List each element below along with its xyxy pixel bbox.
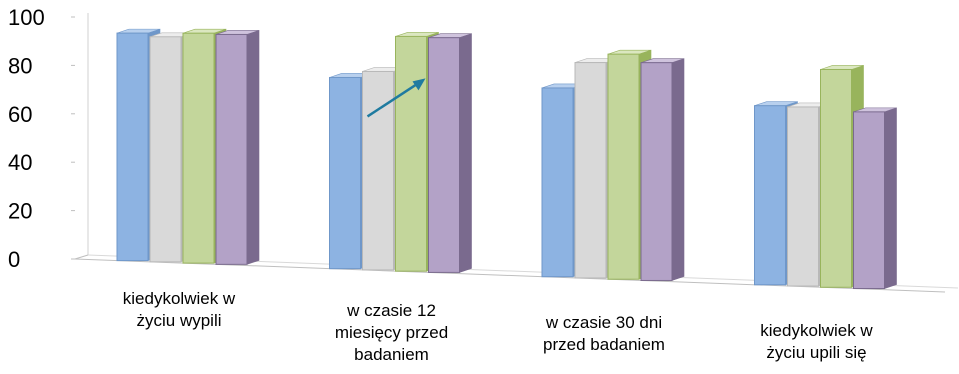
y-tick-label: 20 — [8, 199, 32, 224]
bar — [428, 33, 472, 273]
bar-front-face — [541, 87, 574, 278]
y-tick-label: 100 — [8, 5, 45, 30]
y-tick-label: 80 — [8, 53, 32, 78]
floor-left-edge — [74, 254, 89, 260]
y-tick-label: 40 — [8, 150, 32, 175]
y-tick-label: 0 — [8, 247, 20, 272]
y-tick-labels: 0 20 40 60 80 100 — [8, 5, 45, 272]
y-tick-label: 60 — [8, 102, 32, 127]
category-label: w czasie 30 dni przed badaniem — [543, 313, 665, 354]
category-label-line: w czasie 30 dni — [545, 313, 662, 332]
bar-front-face — [182, 32, 215, 264]
bar-side-face — [671, 58, 685, 281]
bar — [215, 30, 260, 265]
category-label: kiedykolwiek w życiu wypili — [123, 289, 236, 330]
bar-front-face — [149, 36, 182, 263]
bar-front-face — [329, 76, 361, 270]
category-label-line: miesięcy przed — [335, 323, 448, 342]
bar-front-face — [574, 62, 607, 279]
bar-front-face — [754, 105, 786, 286]
bar-side-face — [246, 30, 260, 265]
category-labels: kiedykolwiek w życiu wypili w czasie 12 mie… — [123, 289, 874, 364]
bar-front-face — [853, 111, 885, 290]
category-label-line: kiedykolwiek w — [760, 321, 873, 340]
bar-side-face — [459, 33, 472, 273]
bar-front-face — [787, 106, 819, 287]
bar-front-face — [640, 62, 673, 281]
category-label-line: przed badaniem — [543, 335, 665, 354]
category-label-line: życiu wypili — [136, 311, 221, 330]
category-label: w czasie 12 miesięcy przed badaniem — [335, 301, 448, 364]
category-label: kiedykolwiek w życiu upili się — [760, 321, 873, 362]
arrow-line — [366, 81, 421, 118]
bar — [853, 107, 897, 290]
bar-front-face — [116, 32, 149, 262]
bar-front-face — [607, 53, 640, 280]
category-label-line: życiu upili się — [766, 343, 866, 362]
bar-front-face — [215, 33, 248, 265]
bar-front-face — [428, 37, 460, 273]
bar — [640, 58, 685, 281]
bar-side-face — [884, 107, 897, 289]
category-label-line: w czasie 12 — [346, 301, 436, 320]
category-label-line: badaniem — [354, 345, 429, 364]
bar-front-face — [362, 70, 394, 271]
bar-front-face — [395, 35, 427, 272]
category-label-line: kiedykolwiek w — [123, 289, 236, 308]
bar-front-face — [820, 68, 852, 288]
annotations — [366, 78, 426, 118]
arrow-head — [412, 78, 426, 91]
bars — [116, 28, 897, 290]
